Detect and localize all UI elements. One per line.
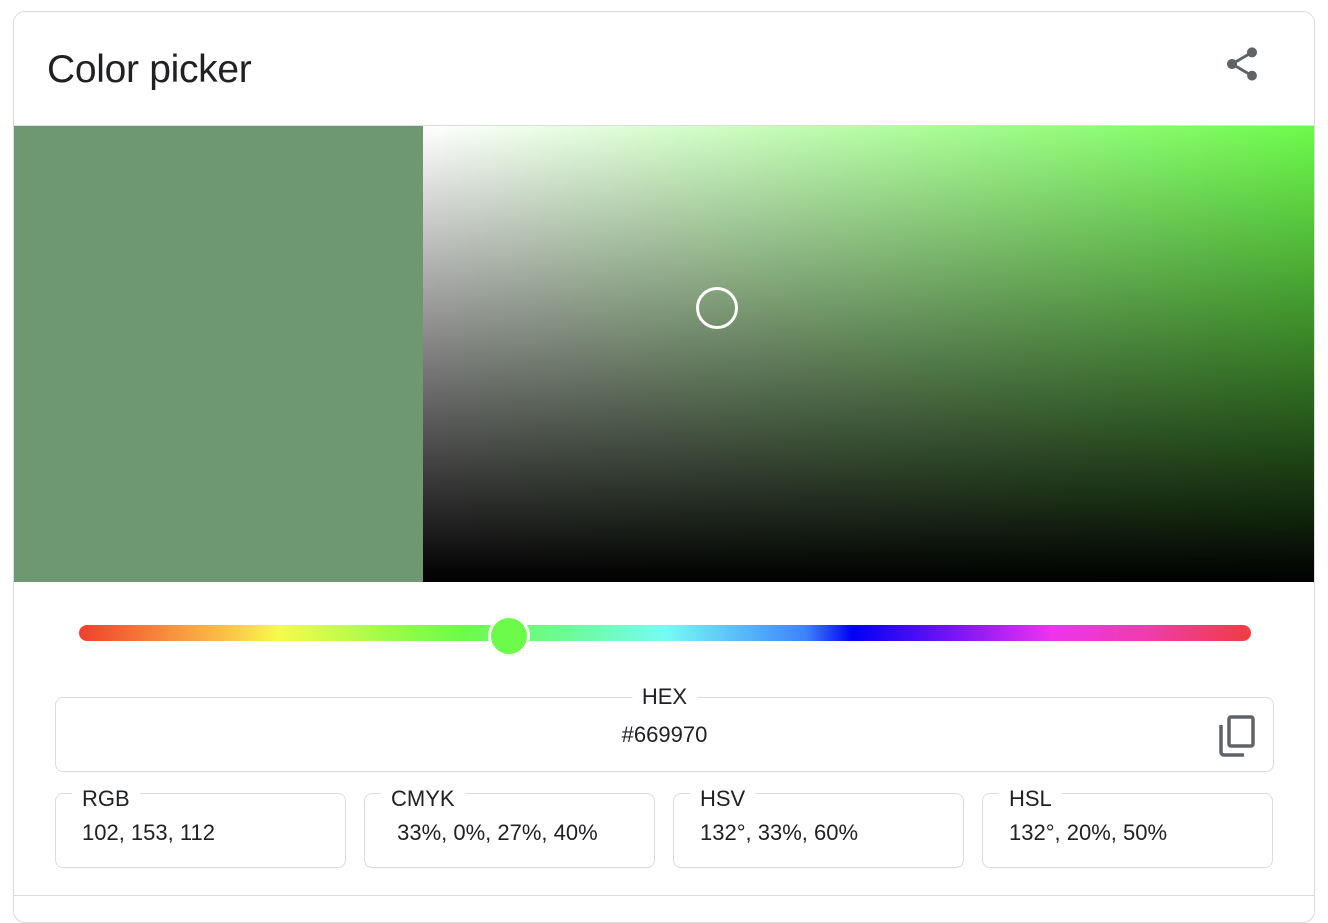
rgb-label: RGB: [72, 787, 140, 811]
hue-slider-track[interactable]: [79, 625, 1251, 641]
color-preview-swatch: [14, 126, 423, 582]
share-button[interactable]: [1218, 40, 1266, 88]
hsl-field: HSL 132°, 20%, 50%: [982, 787, 1273, 868]
copy-icon: [1219, 715, 1255, 757]
hsl-value[interactable]: 132°, 20%, 50%: [1009, 820, 1168, 845]
hue-slider-handle[interactable]: [488, 615, 531, 657]
hex-label: HEX: [631, 684, 698, 710]
saturation-value-handle[interactable]: [696, 287, 739, 330]
hsl-label: HSL: [999, 787, 1062, 811]
header-divider: [14, 125, 1314, 126]
hex-field: HEX: [55, 684, 1274, 772]
bottom-divider: [14, 895, 1314, 896]
cmyk-value[interactable]: 33%, 0%, 27%, 40%: [391, 820, 598, 845]
cmyk-field: CMYK 33%, 0%, 27%, 40%: [364, 787, 655, 868]
hsv-label: HSV: [690, 787, 756, 811]
rgb-value[interactable]: 102, 153, 112: [82, 820, 215, 845]
hsv-field: HSV 132°, 33%, 60%: [673, 787, 964, 868]
hex-input[interactable]: [56, 722, 1273, 748]
copy-button[interactable]: [1217, 714, 1257, 758]
rgb-field: RGB 102, 153, 112: [55, 787, 346, 868]
share-icon: [1227, 47, 1257, 81]
cmyk-label: CMYK: [381, 787, 465, 811]
color-picker-card: Color picker HEX RGB 102, 153, 112 CMYK …: [13, 11, 1315, 923]
hsv-value[interactable]: 132°, 33%, 60%: [700, 820, 859, 845]
saturation-value-area[interactable]: [423, 126, 1314, 582]
card-title: Color picker: [47, 48, 252, 91]
